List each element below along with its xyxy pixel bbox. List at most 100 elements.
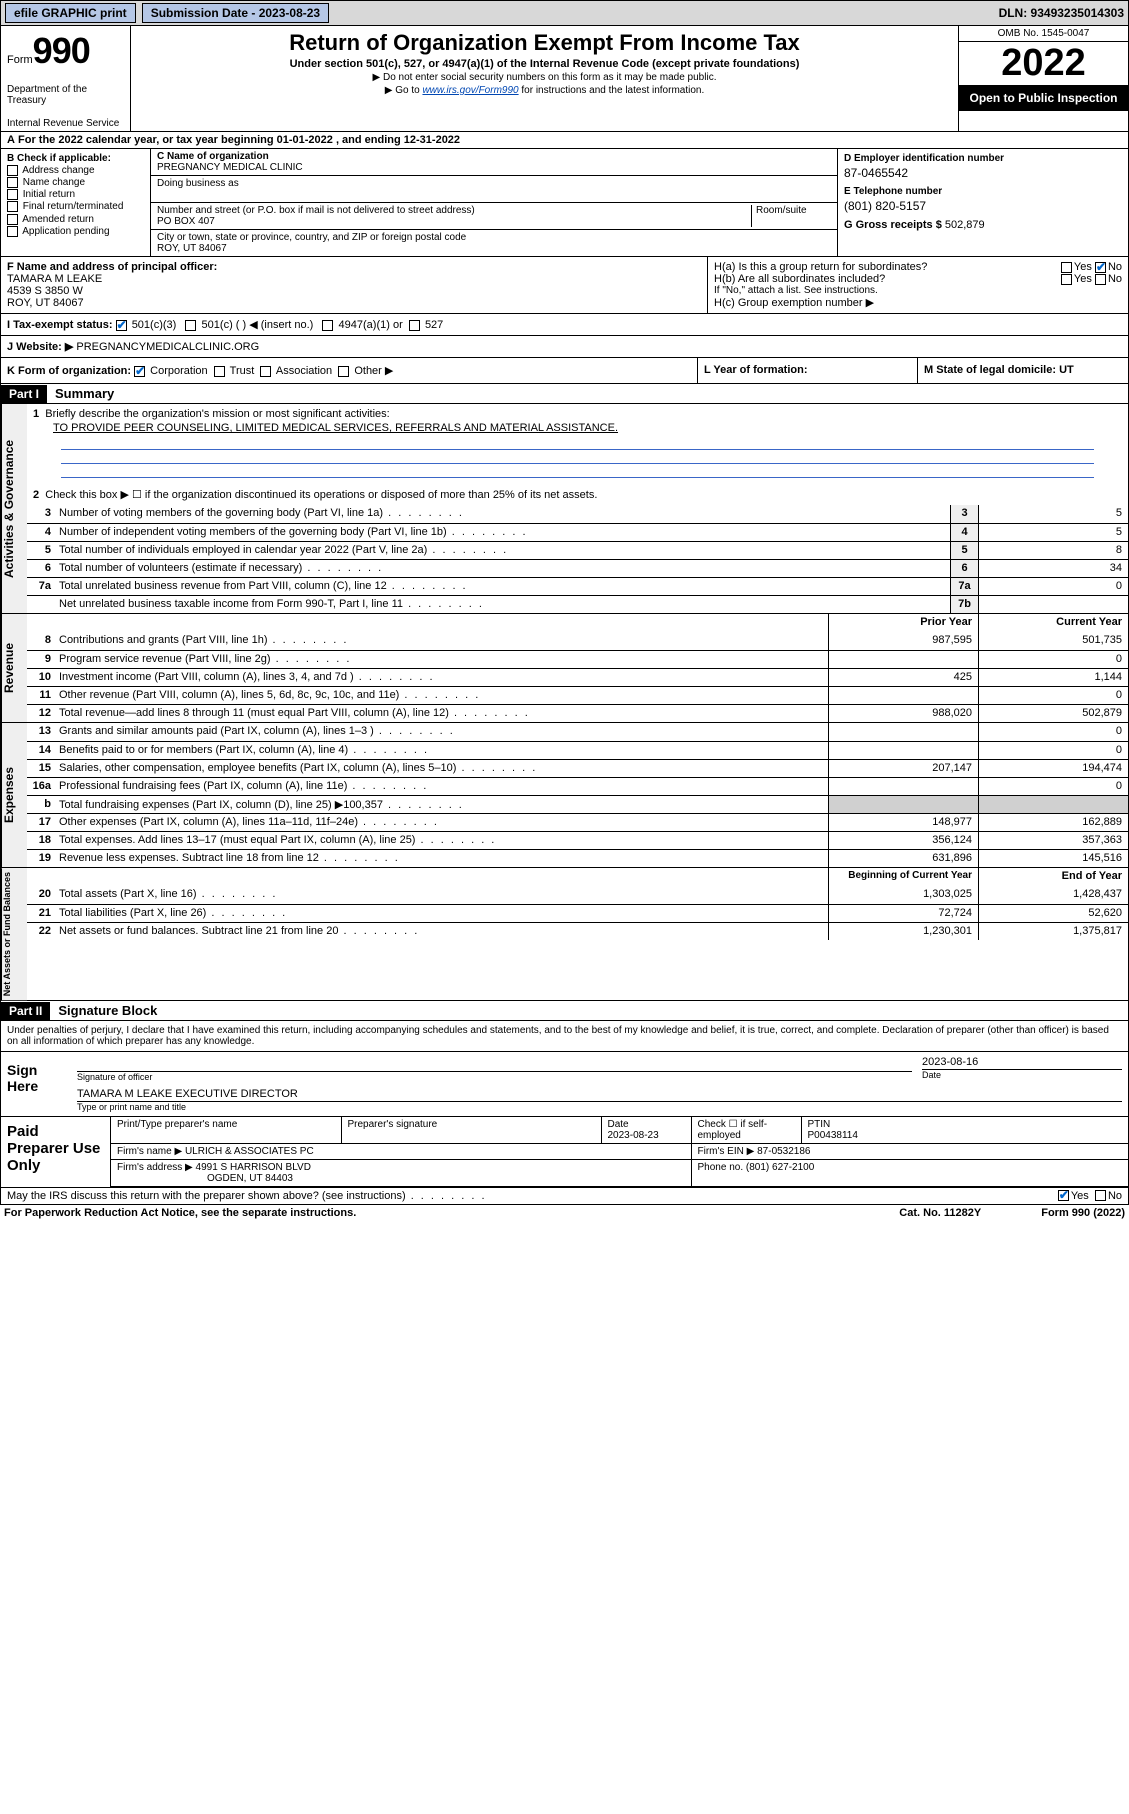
discuss-yes-label: Yes — [1071, 1190, 1089, 1202]
paid-label: Paid Preparer Use Only — [1, 1117, 111, 1187]
summary-line: 15Salaries, other compensation, employee… — [27, 759, 1128, 777]
ha-no[interactable] — [1095, 262, 1106, 273]
officer-addr1: 4539 S 3850 W — [7, 285, 83, 297]
hb-no[interactable] — [1095, 274, 1106, 285]
part1-header: Part I Summary — [0, 384, 1129, 404]
efile-button[interactable]: efile GRAPHIC print — [5, 3, 136, 23]
summary-line: 21Total liabilities (Part X, line 26)72,… — [27, 904, 1128, 922]
summary-line: bTotal fundraising expenses (Part IX, co… — [27, 795, 1128, 813]
chk-trust[interactable] — [214, 366, 225, 377]
summary-line: 18Total expenses. Add lines 13–17 (must … — [27, 831, 1128, 849]
ha-label: H(a) Is this a group return for subordin… — [714, 261, 927, 273]
part2-title: Signature Block — [50, 1001, 165, 1020]
hb-note: If "No," attach a list. See instructions… — [714, 285, 1122, 296]
vlabel-rev: Revenue — [1, 614, 27, 722]
ha-yes[interactable] — [1061, 262, 1072, 273]
summary-line: 9Program service revenue (Part VIII, lin… — [27, 650, 1128, 668]
part2-header: Part II Signature Block — [0, 1001, 1129, 1021]
summary-gov: Activities & Governance 1 Briefly descri… — [0, 404, 1129, 614]
cat-no: Cat. No. 11282Y — [899, 1207, 981, 1219]
summary-line: 11Other revenue (Part VIII, column (A), … — [27, 686, 1128, 704]
form-number: 990 — [33, 30, 90, 71]
ein-label: D Employer identification number — [844, 153, 1122, 164]
chk-name-change[interactable] — [7, 177, 18, 188]
opt-trust: Trust — [230, 365, 255, 377]
l-label: L Year of formation: — [704, 364, 808, 376]
paid-preparer-block: Paid Preparer Use Only Print/Type prepar… — [0, 1117, 1129, 1188]
summary-line: 22Net assets or fund balances. Subtract … — [27, 922, 1128, 940]
dba-label: Doing business as — [157, 178, 239, 189]
ptin-val: P00438114 — [808, 1130, 858, 1141]
summary-line: 6Total number of volunteers (estimate if… — [27, 559, 1128, 577]
signature-block: Under penalties of perjury, I declare th… — [0, 1021, 1129, 1117]
mission-text: TO PROVIDE PEER COUNSELING, LIMITED MEDI… — [53, 420, 1122, 436]
summary-line: 14Benefits paid to or for members (Part … — [27, 741, 1128, 759]
prep-name-label: Print/Type preparer's name — [117, 1119, 237, 1130]
discuss-no-label: No — [1108, 1190, 1122, 1202]
opt-501c3: 501(c)(3) — [132, 319, 177, 331]
sig-intro: Under penalties of perjury, I declare th… — [1, 1021, 1128, 1051]
chk-amended[interactable] — [7, 214, 18, 225]
summary-line: 16aProfessional fundraising fees (Part I… — [27, 777, 1128, 795]
ssn-note: ▶ Do not enter social security numbers o… — [139, 72, 950, 83]
opt-501c: 501(c) ( ) ◀ (insert no.) — [202, 319, 314, 331]
no-label: No — [1108, 261, 1122, 273]
opt-4947: 4947(a)(1) or — [339, 319, 403, 331]
officer-name: TAMARA M LEAKE — [7, 273, 102, 285]
city-val: ROY, UT 84067 — [157, 243, 227, 254]
form-title: Return of Organization Exempt From Incom… — [139, 30, 950, 56]
chk-initial[interactable] — [7, 189, 18, 200]
irs-link[interactable]: www.irs.gov/Form990 — [422, 85, 518, 96]
box-b-label: B Check if applicable: — [7, 153, 111, 164]
firm-phone: (801) 627-2100 — [746, 1162, 814, 1173]
discuss-line: May the IRS discuss this return with the… — [0, 1188, 1129, 1205]
m-label: M State of legal domicile: UT — [924, 364, 1074, 376]
firm-addr2: OGDEN, UT 84403 — [207, 1173, 293, 1184]
ein-val: 87-0465542 — [844, 166, 1122, 180]
chk-4947[interactable] — [322, 320, 333, 331]
form-header: Form990 Department of the Treasury Inter… — [0, 26, 1129, 132]
chk-pending[interactable] — [7, 226, 18, 237]
chk-527[interactable] — [409, 320, 420, 331]
chk-corp[interactable] — [134, 366, 145, 377]
discuss-yes[interactable] — [1058, 1190, 1069, 1201]
discuss-no[interactable] — [1095, 1190, 1106, 1201]
hb-yes[interactable] — [1061, 274, 1072, 285]
goto-post: for instructions and the latest informat… — [519, 85, 705, 96]
chk-other[interactable] — [338, 366, 349, 377]
pra-notice: For Paperwork Reduction Act Notice, see … — [4, 1207, 356, 1219]
q2-label: Check this box ▶ ☐ if the organization d… — [45, 489, 597, 501]
hdr-beg: Beginning of Current Year — [828, 868, 978, 886]
chk-assoc[interactable] — [260, 366, 271, 377]
room-label: Room/suite — [756, 205, 807, 216]
opt-corp: Corporation — [150, 365, 207, 377]
form-prefix: Form — [7, 54, 33, 66]
tax-year: 2022 — [959, 42, 1128, 85]
opt-pending: Application pending — [22, 226, 109, 237]
chk-address-change[interactable] — [7, 165, 18, 176]
opt-address-change: Address change — [22, 165, 94, 176]
footer: For Paperwork Reduction Act Notice, see … — [0, 1205, 1129, 1221]
website-val: PREGNANCYMEDICALCLINIC.ORG — [76, 341, 259, 353]
street-label: Number and street (or P.O. box if mail i… — [157, 205, 475, 216]
row-j: J Website: ▶ PREGNANCYMEDICALCLINIC.ORG — [0, 336, 1129, 358]
open-inspection: Open to Public Inspection — [959, 85, 1128, 111]
c-name-label: C Name of organization — [157, 151, 269, 162]
opt-amended: Amended return — [22, 214, 94, 225]
vlabel-net: Net Assets or Fund Balances — [1, 868, 27, 1000]
sig-name-label: Type or print name and title — [77, 1102, 1122, 1112]
summary-line: 10Investment income (Part VIII, column (… — [27, 668, 1128, 686]
summary-line: 20Total assets (Part X, line 16)1,303,02… — [27, 886, 1128, 904]
chk-501c3[interactable] — [116, 320, 127, 331]
firm-ein: 87-0532186 — [757, 1146, 810, 1157]
chk-501c[interactable] — [185, 320, 196, 331]
self-emp-label: Check ☐ if self-employed — [698, 1119, 768, 1141]
city-label: City or town, state or province, country… — [157, 232, 466, 243]
firm-addr1: 4991 S HARRISON BLVD — [196, 1162, 311, 1173]
street-val: PO BOX 407 — [157, 216, 215, 227]
chk-final[interactable] — [7, 201, 18, 212]
yes-label2: Yes — [1074, 273, 1092, 285]
section-a: A For the 2022 calendar year, or tax yea… — [0, 132, 1129, 257]
omb-number: OMB No. 1545-0047 — [959, 26, 1128, 42]
row-f-h: F Name and address of principal officer:… — [0, 257, 1129, 314]
